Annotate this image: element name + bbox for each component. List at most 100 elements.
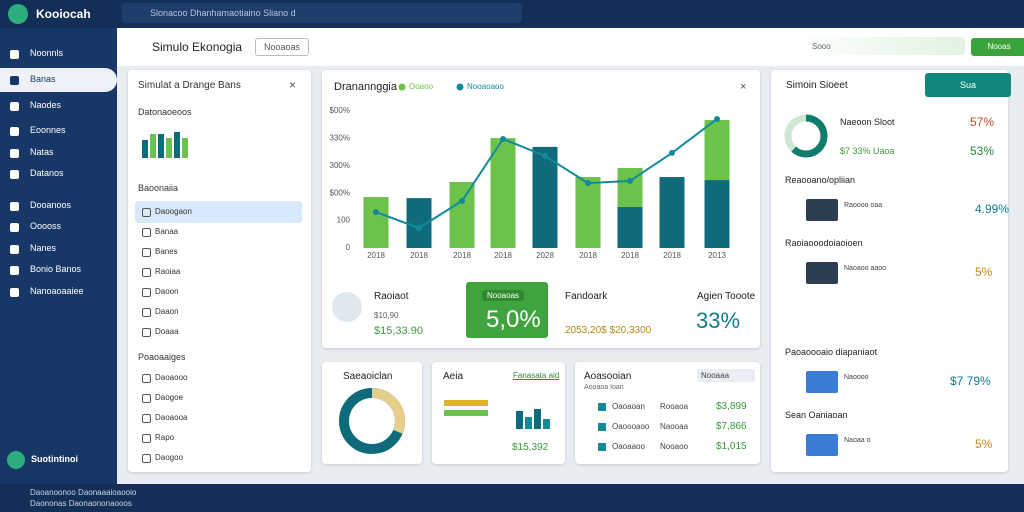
sidebar	[0, 28, 117, 484]
list-item[interactable]: Daaon	[155, 307, 179, 316]
list-item[interactable]: Daogoo	[155, 453, 184, 462]
select[interactable]: Nooaaa	[697, 369, 755, 382]
list-item[interactable]: Banes	[155, 247, 178, 256]
card-link[interactable]: Fanasata aid	[513, 371, 560, 380]
summary-label: Naeoon Sloot	[840, 117, 895, 127]
nav-item[interactable]: Noonnls	[30, 48, 64, 58]
legend-swatch	[456, 83, 464, 91]
mini-block	[444, 410, 488, 416]
section-line: Naoaa o	[844, 437, 871, 444]
legend-label: Nooaoaoo	[467, 82, 504, 91]
footer-text: Daononas Daonaononaooos	[30, 499, 132, 508]
row-value: $7,866	[716, 421, 747, 432]
nav-icon	[10, 50, 19, 59]
section-title: Paoaoooaio diapaniaot	[785, 347, 878, 357]
header-search[interactable]	[790, 37, 965, 55]
mini-bar	[516, 411, 523, 429]
nav-item[interactable]: Bonio Banos	[30, 264, 82, 274]
header-action[interactable]: Nooas	[971, 38, 1024, 56]
list-item[interactable]: Daoaooo	[155, 373, 188, 382]
nav-item[interactable]: Dooanoos	[30, 200, 72, 210]
section-title: Datonaoeoos	[138, 107, 192, 117]
nav-item[interactable]: Datanos	[30, 168, 64, 178]
nav-item[interactable]: Nanes	[30, 243, 57, 253]
list-item[interactable]: Daoaooa	[155, 413, 188, 422]
nav-item[interactable]: Naodes	[30, 100, 62, 110]
list-item[interactable]: Daogoe	[155, 393, 184, 402]
y-tick-label: 0	[346, 243, 351, 252]
item-icon	[142, 228, 151, 237]
header-search-text: Sooo	[812, 42, 831, 51]
item-icon	[142, 454, 151, 463]
logo-icon	[8, 4, 28, 24]
chart-title: Dranannggia	[334, 81, 398, 93]
row-value: $1,015	[716, 441, 747, 452]
section-value: 4.99%	[975, 202, 1010, 216]
mini-block	[444, 400, 488, 406]
logo: Kooiocah	[36, 7, 91, 21]
bar	[659, 177, 685, 248]
bar	[704, 180, 730, 248]
list-item[interactable]: Raoiaa	[155, 267, 181, 276]
list-item[interactable]: Daoon	[155, 287, 179, 296]
thumb	[806, 199, 838, 221]
header-button[interactable]: Nooaoas	[255, 38, 310, 56]
item-icon	[142, 288, 151, 297]
x-tick-label: 2013	[708, 251, 726, 260]
close-icon[interactable]: ×	[740, 81, 746, 93]
header-title: Simulo Ekonogia	[152, 40, 243, 54]
nav-item[interactable]: Nanoaoaaiee	[30, 286, 84, 296]
x-tick-label: 2028	[536, 251, 554, 260]
point	[714, 115, 720, 122]
stat-value: 2053,20$ $20,3300	[565, 325, 652, 336]
item-icon	[142, 208, 151, 217]
mini-bar	[182, 138, 188, 158]
card-sub: Aooaoa Ioan	[584, 384, 624, 391]
thumb	[806, 371, 838, 393]
panel-button[interactable]: Sua	[925, 73, 1011, 97]
summary-value: 53%	[970, 144, 995, 158]
donut	[339, 388, 405, 454]
list-item[interactable]: Doaaa	[155, 327, 179, 336]
list-item[interactable]: Banaa	[155, 227, 179, 236]
search-box[interactable]	[122, 3, 522, 23]
nav-item[interactable]: Eoonnes	[30, 125, 66, 135]
stat-label: Nooaoas	[482, 290, 525, 301]
section-title: Raoiaooodoiaoioen	[785, 238, 863, 248]
nav-item[interactable]: Banas	[30, 74, 56, 84]
x-tick-label: 2018	[410, 251, 428, 260]
nav-icon	[10, 149, 19, 158]
nav-item[interactable]: Ooooss	[30, 221, 62, 231]
list-item[interactable]: Daoogaon	[155, 207, 192, 216]
list-item[interactable]: Rapo	[155, 433, 175, 442]
section-line: Naoaoo aaoo	[844, 265, 887, 272]
stat-sub: $10,90	[374, 311, 399, 320]
y-tick-label: 300%	[330, 161, 350, 170]
row-value: $3,899	[716, 401, 747, 412]
section-value: $7 79%	[950, 374, 991, 388]
section-line: Naoooo	[844, 374, 869, 381]
close-icon[interactable]: ×	[289, 78, 297, 92]
legend-label: Ooaoo	[409, 82, 434, 91]
y-tick-label: 330%	[330, 134, 350, 143]
nav-icon	[10, 127, 19, 136]
section-value: 5%	[975, 437, 993, 451]
item-icon	[142, 394, 151, 403]
item-icon	[142, 374, 151, 383]
item-active	[135, 201, 302, 223]
row-icon	[598, 403, 606, 411]
point	[585, 180, 591, 187]
stat-value: $15,33.90	[374, 325, 423, 337]
mini-bar	[150, 134, 156, 158]
point	[416, 224, 422, 231]
footer-text: Daoanoonoo Daonaaaioaooio	[30, 488, 137, 497]
row-label: Oaoaaoo	[612, 442, 645, 451]
nav-icon	[10, 170, 19, 179]
row-name: Rooaoa	[660, 402, 689, 411]
mini-bar	[142, 140, 148, 158]
nav-item[interactable]: Natas	[30, 147, 54, 157]
bar	[490, 138, 516, 248]
x-tick-label: 2018	[367, 251, 385, 260]
sidebar-footer[interactable]: Suotintinoi	[31, 454, 78, 464]
